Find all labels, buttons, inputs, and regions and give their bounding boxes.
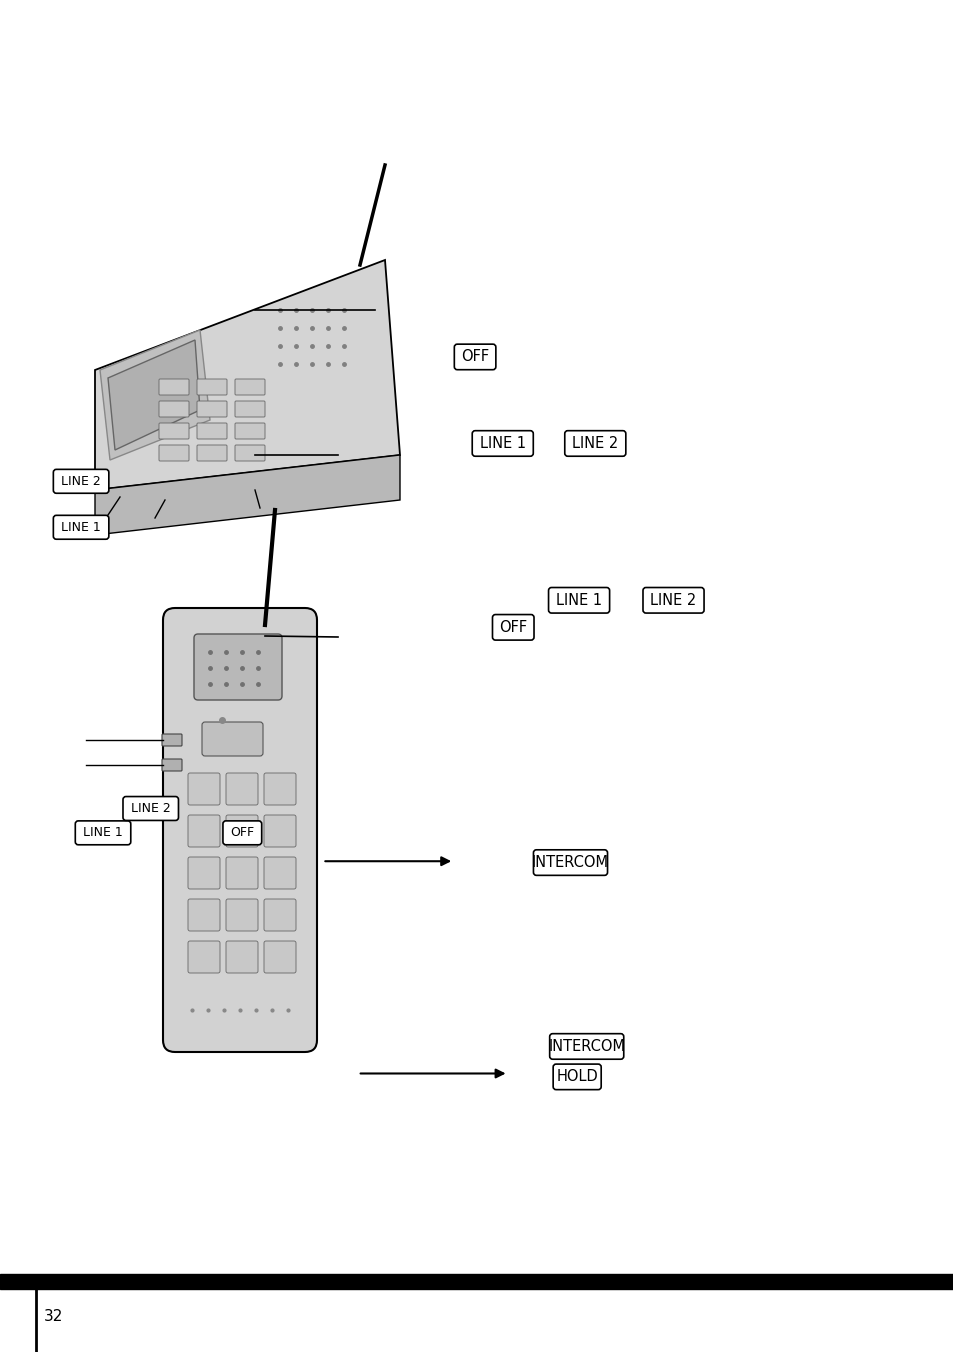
Polygon shape — [95, 260, 399, 489]
FancyBboxPatch shape — [196, 423, 227, 439]
FancyBboxPatch shape — [226, 773, 257, 804]
Text: LINE 2: LINE 2 — [131, 802, 171, 815]
FancyBboxPatch shape — [642, 588, 703, 612]
FancyBboxPatch shape — [202, 722, 263, 756]
FancyBboxPatch shape — [264, 773, 295, 804]
FancyBboxPatch shape — [188, 773, 220, 804]
FancyBboxPatch shape — [234, 402, 265, 416]
FancyBboxPatch shape — [226, 899, 257, 932]
FancyBboxPatch shape — [196, 402, 227, 416]
FancyBboxPatch shape — [188, 941, 220, 973]
FancyBboxPatch shape — [223, 821, 261, 845]
Text: LINE 2: LINE 2 — [572, 435, 618, 452]
FancyBboxPatch shape — [533, 850, 607, 875]
FancyBboxPatch shape — [188, 815, 220, 846]
Text: OFF: OFF — [460, 349, 489, 365]
FancyBboxPatch shape — [123, 796, 178, 821]
FancyBboxPatch shape — [159, 423, 189, 439]
Text: LINE 1: LINE 1 — [479, 435, 525, 452]
FancyBboxPatch shape — [234, 445, 265, 461]
FancyBboxPatch shape — [163, 608, 316, 1052]
Bar — [0, 1274, 953, 1290]
Text: LINE 1: LINE 1 — [556, 592, 601, 608]
FancyBboxPatch shape — [159, 379, 189, 395]
FancyBboxPatch shape — [549, 1034, 623, 1059]
FancyBboxPatch shape — [188, 857, 220, 890]
Text: HOLD: HOLD — [556, 1069, 598, 1084]
FancyBboxPatch shape — [162, 758, 182, 771]
FancyBboxPatch shape — [234, 379, 265, 395]
FancyBboxPatch shape — [193, 634, 282, 700]
FancyBboxPatch shape — [264, 899, 295, 932]
Text: INTERCOM: INTERCOM — [532, 854, 608, 871]
FancyBboxPatch shape — [188, 899, 220, 932]
FancyBboxPatch shape — [196, 379, 227, 395]
Text: LINE 1: LINE 1 — [61, 521, 101, 534]
FancyBboxPatch shape — [548, 588, 609, 612]
FancyBboxPatch shape — [196, 445, 227, 461]
Text: 32: 32 — [44, 1309, 64, 1324]
FancyBboxPatch shape — [226, 815, 257, 846]
Text: INTERCOM: INTERCOM — [548, 1038, 624, 1055]
FancyBboxPatch shape — [492, 615, 534, 639]
FancyBboxPatch shape — [553, 1064, 600, 1090]
FancyBboxPatch shape — [53, 515, 109, 539]
Polygon shape — [100, 330, 210, 460]
Text: LINE 1: LINE 1 — [83, 826, 123, 840]
FancyBboxPatch shape — [75, 821, 131, 845]
FancyBboxPatch shape — [226, 941, 257, 973]
Text: LINE 2: LINE 2 — [61, 475, 101, 488]
Polygon shape — [108, 339, 200, 450]
FancyBboxPatch shape — [234, 423, 265, 439]
FancyBboxPatch shape — [472, 431, 533, 456]
Polygon shape — [95, 456, 399, 535]
FancyBboxPatch shape — [454, 345, 496, 369]
FancyBboxPatch shape — [226, 857, 257, 890]
FancyBboxPatch shape — [159, 402, 189, 416]
FancyBboxPatch shape — [162, 734, 182, 746]
FancyBboxPatch shape — [264, 815, 295, 846]
Text: OFF: OFF — [498, 619, 527, 635]
FancyBboxPatch shape — [53, 469, 109, 493]
Text: OFF: OFF — [230, 826, 254, 840]
FancyBboxPatch shape — [564, 431, 625, 456]
FancyBboxPatch shape — [264, 857, 295, 890]
FancyBboxPatch shape — [264, 941, 295, 973]
Text: LINE 2: LINE 2 — [650, 592, 696, 608]
FancyBboxPatch shape — [159, 445, 189, 461]
